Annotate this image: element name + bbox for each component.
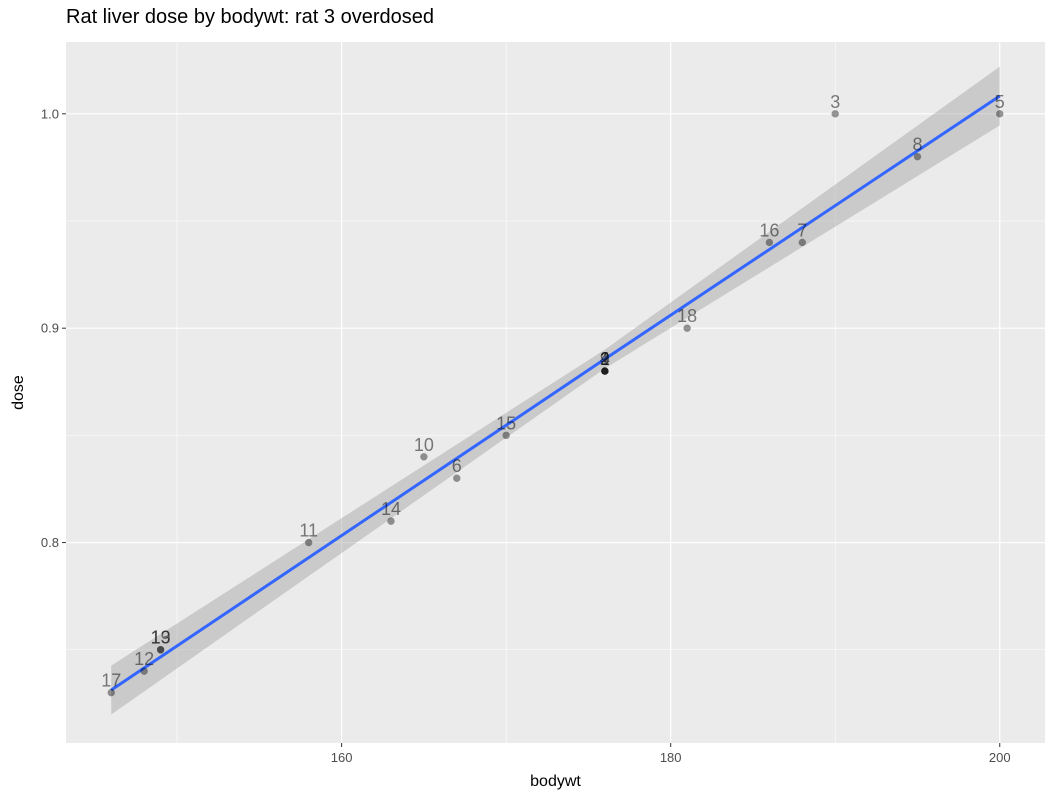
y-tick-label: 1.0 xyxy=(41,106,59,121)
data-point xyxy=(304,538,313,547)
data-point xyxy=(107,688,115,697)
chart-title: Rat liver dose by bodywt: rat 3 overdose… xyxy=(66,6,434,28)
data-point xyxy=(683,324,691,332)
data-point xyxy=(156,646,165,654)
point-label: 12 xyxy=(134,649,154,669)
data-point xyxy=(601,367,609,375)
data-point xyxy=(601,367,609,375)
data-point xyxy=(420,453,428,461)
point-label: 1 xyxy=(600,349,610,369)
fit-line xyxy=(110,94,1001,692)
x-tick-label: 180 xyxy=(660,750,682,765)
point-label: 7 xyxy=(797,220,807,240)
fit-line-layer xyxy=(110,94,1001,692)
point-label: 10 xyxy=(414,435,434,455)
data-point xyxy=(913,152,922,161)
point-label: 18 xyxy=(677,306,697,326)
x-tick-label: 200 xyxy=(989,750,1011,765)
point-label: 6 xyxy=(452,456,462,476)
x-axis-title: bodywt xyxy=(530,773,581,790)
point-label: 14 xyxy=(381,499,401,519)
data-point xyxy=(765,238,774,247)
y-tick-label: 0.9 xyxy=(41,321,59,336)
data-point xyxy=(453,474,461,482)
y-tick-label: 0.8 xyxy=(41,535,59,550)
point-label: 3 xyxy=(830,92,840,112)
y-axis-title: dose xyxy=(10,375,27,410)
point-label: 8 xyxy=(912,135,922,155)
data-point xyxy=(156,646,165,654)
point-label: 5 xyxy=(995,92,1005,112)
axes: 160 180 200 0.8 0.9 1.0 xyxy=(41,106,1011,765)
data-point xyxy=(601,367,609,375)
point-label: 9 xyxy=(600,349,610,369)
point-label: 19 xyxy=(151,628,171,648)
point-label: 4 xyxy=(600,349,610,369)
point-label: 15 xyxy=(496,413,516,433)
point-label: 11 xyxy=(299,521,318,541)
data-point xyxy=(798,238,807,247)
x-tick-label: 160 xyxy=(331,750,353,765)
data-point xyxy=(601,367,609,375)
point-label: 17 xyxy=(101,671,121,691)
data-point xyxy=(387,517,395,525)
grid-lines xyxy=(66,42,1045,743)
data-point xyxy=(996,110,1004,118)
points-layer xyxy=(107,110,1004,697)
data-point xyxy=(831,110,839,118)
point-label: 2 xyxy=(600,349,610,369)
point-label: 13 xyxy=(151,628,171,648)
data-point xyxy=(140,667,148,675)
point-label: 16 xyxy=(759,220,779,240)
data-point xyxy=(502,431,510,440)
